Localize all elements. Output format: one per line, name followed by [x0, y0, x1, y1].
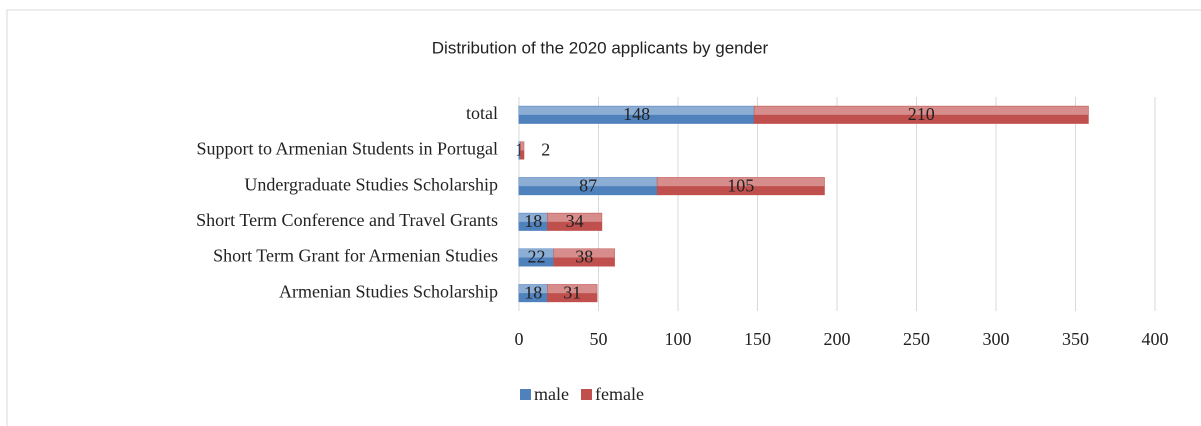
x-tick-label: 200 [824, 329, 851, 349]
bar-shine [754, 106, 1089, 115]
data-label: 18 [524, 211, 542, 231]
data-label: 34 [566, 211, 584, 231]
legend-swatch [580, 389, 592, 400]
y-tick-label: Support to Armenian Students in Portugal [197, 139, 499, 159]
x-tick-label: 350 [1062, 329, 1089, 349]
x-tick-label: 300 [983, 329, 1010, 349]
bar-shine [519, 249, 554, 258]
x-tick-label: 400 [1142, 329, 1169, 349]
bar [753, 105, 1089, 124]
y-tick-label: total [466, 103, 498, 123]
y-tick-label: Short Term Conference and Travel Grants [196, 210, 498, 230]
bar [520, 141, 525, 160]
bar-shine [519, 213, 548, 222]
bar-shine [547, 284, 597, 294]
data-label: 1 [515, 140, 524, 160]
data-label: 2 [541, 140, 550, 160]
x-tick-label: 150 [744, 329, 771, 349]
chart-frame [6, 9, 1201, 426]
bar [553, 248, 615, 267]
x-tick-label: 0 [515, 329, 524, 349]
bar [547, 284, 598, 303]
bar-shine [520, 142, 524, 151]
bar [656, 177, 825, 196]
x-tick-label: 50 [590, 329, 608, 349]
legend-label: female [595, 384, 644, 404]
bar-shine [657, 177, 825, 187]
data-label: 87 [579, 175, 597, 195]
bar [547, 212, 603, 231]
data-label: 210 [908, 104, 935, 124]
x-tick-label: 250 [903, 329, 930, 349]
data-label: 38 [575, 247, 593, 267]
y-tick-label: Short Term Grant for Armenian Studies [213, 246, 498, 266]
bar-shine [547, 213, 602, 222]
y-tick-label: Undergraduate Studies Scholarship [244, 174, 498, 194]
data-label: 22 [527, 247, 545, 267]
data-label: 31 [563, 282, 581, 302]
bar-shine [519, 177, 658, 187]
legend-label: male [534, 384, 569, 404]
bar-shine [519, 106, 755, 115]
y-tick-label: Armenian Studies Scholarship [279, 281, 498, 301]
data-label: 148 [623, 104, 650, 124]
bar-shine [519, 284, 548, 294]
bar-shine [519, 142, 521, 151]
data-label: 18 [524, 282, 542, 302]
chart-title: Distribution of the 2020 applicants by g… [432, 38, 769, 57]
legend-swatch [520, 389, 531, 400]
bar-shine [553, 249, 615, 258]
data-label: 105 [727, 175, 754, 195]
x-tick-label: 100 [665, 329, 692, 349]
